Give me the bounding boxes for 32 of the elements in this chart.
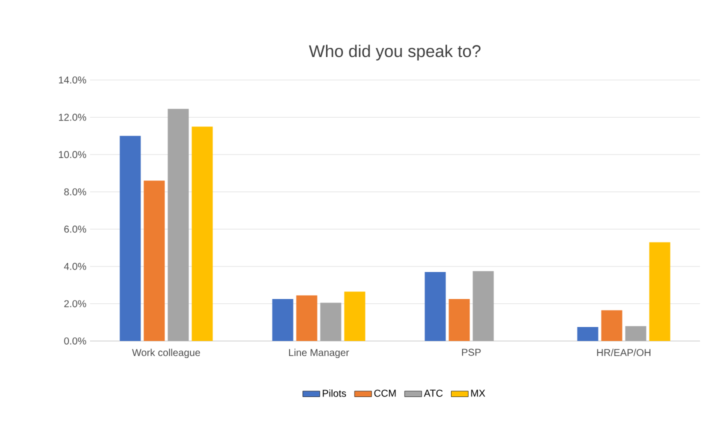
legend-label: CCM [374,390,396,397]
y-tick-label: 14.0% [58,76,86,84]
y-tick-label: 2.0% [64,300,86,308]
bar [344,292,366,341]
legend-label: MX [471,390,486,397]
bar [144,180,165,341]
x-tick-label: Line Manager [289,348,350,358]
y-tick-label: 4.0% [64,262,86,270]
bar [192,126,213,341]
bar [472,271,494,341]
legend-label: Pilots [322,390,346,397]
bar [649,242,670,341]
x-tick-label: HR/EAP/OH [597,348,650,356]
y-tick-label: 12.0% [58,114,86,121]
y-tick-label: 8.0% [64,188,86,196]
bar [296,295,318,341]
x-tick-label: Work colleague [132,348,200,358]
y-tick-label: 0.0% [64,337,86,345]
bar [601,310,622,341]
bar [577,327,598,341]
bar [320,302,342,341]
bar [120,136,141,341]
bar [168,108,189,341]
y-tick-label: 6.0% [64,226,86,233]
bar [448,299,470,341]
legend-label: ATC [424,390,443,397]
bar [625,326,646,341]
y-tick-label: 10.0% [58,151,86,158]
x-tick-label: PSP [462,348,481,356]
bar [272,299,294,341]
chart-title: Who did you speak to? [308,44,480,60]
bar [424,272,446,341]
